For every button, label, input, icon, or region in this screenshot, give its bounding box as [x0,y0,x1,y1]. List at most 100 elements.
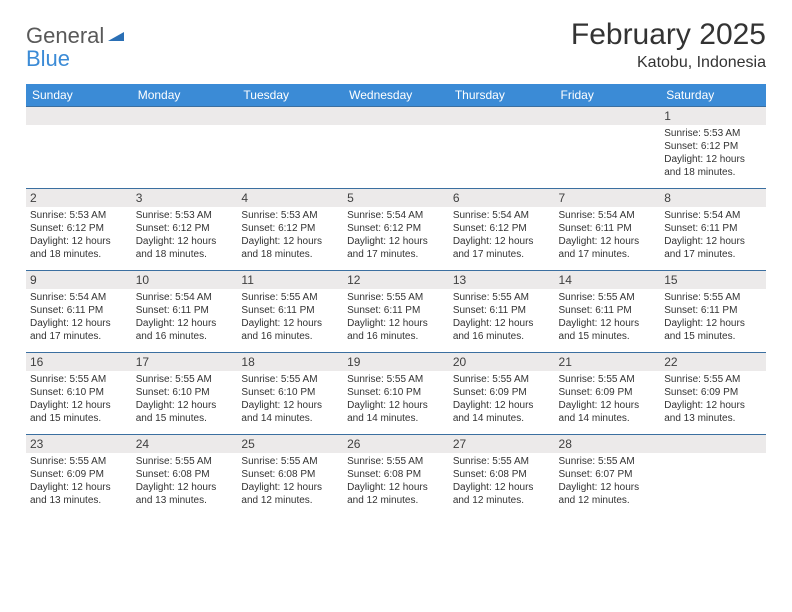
empty-day [132,107,238,125]
day-details: Sunrise: 5:53 AMSunset: 6:12 PMDaylight:… [30,209,128,261]
day-details: Sunrise: 5:55 AMSunset: 6:09 PMDaylight:… [559,373,657,425]
empty-day [343,107,449,125]
day-number: 25 [237,435,343,453]
day-details: Sunrise: 5:53 AMSunset: 6:12 PMDaylight:… [664,127,762,179]
day-details: Sunrise: 5:54 AMSunset: 6:11 PMDaylight:… [136,291,234,343]
day-cell [449,107,555,189]
day-header: Saturday [660,84,766,107]
day-cell: 4 Sunrise: 5:53 AMSunset: 6:12 PMDaylight… [237,189,343,271]
empty-day [449,107,555,125]
calendar-body: 1 Sunrise: 5:53 AMSunset: 6:12 PMDaylight… [26,107,766,517]
header: GeneralBlue February 2025 Katobu, Indone… [26,18,766,72]
day-number: 11 [237,271,343,289]
day-header: Friday [555,84,661,107]
day-details: Sunrise: 5:55 AMSunset: 6:10 PMDaylight:… [241,373,339,425]
empty-day [237,107,343,125]
title-block: February 2025 Katobu, Indonesia [571,18,766,72]
day-cell [237,107,343,189]
day-number: 24 [132,435,238,453]
day-cell: 1 Sunrise: 5:53 AMSunset: 6:12 PMDaylight… [660,107,766,189]
day-details: Sunrise: 5:55 AMSunset: 6:11 PMDaylight:… [453,291,551,343]
day-cell [132,107,238,189]
day-number: 6 [449,189,555,207]
day-header: Wednesday [343,84,449,107]
day-number: 28 [555,435,661,453]
day-cell: 17 Sunrise: 5:55 AMSunset: 6:10 PMDayligh… [132,353,238,435]
day-cell: 19Sunrise: 5:55 AMSunset: 6:10 PMDayligh… [343,353,449,435]
week-row: 1 Sunrise: 5:53 AMSunset: 6:12 PMDaylight… [26,107,766,189]
week-row: 23 Sunrise: 5:55 AMSunset: 6:09 PMDayligh… [26,435,766,517]
day-header: Monday [132,84,238,107]
day-details: Sunrise: 5:55 AMSunset: 6:10 PMDaylight:… [136,373,234,425]
day-details: Sunrise: 5:54 AMSunset: 6:12 PMDaylight:… [453,209,551,261]
day-number: 1 [660,107,766,125]
day-cell: 9 Sunrise: 5:54 AMSunset: 6:11 PMDaylight… [26,271,132,353]
day-number: 7 [555,189,661,207]
day-number: 26 [343,435,449,453]
calendar-page: GeneralBlue February 2025 Katobu, Indone… [0,0,792,535]
logo: GeneralBlue [26,18,126,70]
day-cell [660,435,766,517]
day-number: 20 [449,353,555,371]
day-details: Sunrise: 5:53 AMSunset: 6:12 PMDaylight:… [241,209,339,261]
day-details: Sunrise: 5:55 AMSunset: 6:11 PMDaylight:… [559,291,657,343]
day-number: 8 [660,189,766,207]
day-details: Sunrise: 5:55 AMSunset: 6:08 PMDaylight:… [453,455,551,507]
day-number: 4 [237,189,343,207]
day-details: Sunrise: 5:55 AMSunset: 6:11 PMDaylight:… [664,291,762,343]
day-cell: 13 Sunrise: 5:55 AMSunset: 6:11 PMDayligh… [449,271,555,353]
day-cell [26,107,132,189]
day-number: 3 [132,189,238,207]
day-cell: 6 Sunrise: 5:54 AMSunset: 6:12 PMDaylight… [449,189,555,271]
day-number: 10 [132,271,238,289]
day-cell: 8Sunrise: 5:54 AMSunset: 6:11 PMDaylight… [660,189,766,271]
day-details: Sunrise: 5:53 AMSunset: 6:12 PMDaylight:… [136,209,234,261]
week-row: 16Sunrise: 5:55 AMSunset: 6:10 PMDayligh… [26,353,766,435]
empty-day [26,107,132,125]
day-number: 9 [26,271,132,289]
day-cell: 12 Sunrise: 5:55 AMSunset: 6:11 PMDayligh… [343,271,449,353]
day-details: Sunrise: 5:55 AMSunset: 6:11 PMDaylight:… [241,291,339,343]
day-details: Sunrise: 5:55 AMSunset: 6:08 PMDaylight:… [241,455,339,507]
day-details: Sunrise: 5:55 AMSunset: 6:09 PMDaylight:… [664,373,762,425]
day-details: Sunrise: 5:55 AMSunset: 6:08 PMDaylight:… [347,455,445,507]
day-details: Sunrise: 5:55 AMSunset: 6:11 PMDaylight:… [347,291,445,343]
day-details: Sunrise: 5:55 AMSunset: 6:10 PMDaylight:… [30,373,128,425]
day-details: Sunrise: 5:54 AMSunset: 6:11 PMDaylight:… [30,291,128,343]
calendar-table: SundayMondayTuesdayWednesdayThursdayFrid… [26,84,766,517]
day-details: Sunrise: 5:55 AMSunset: 6:09 PMDaylight:… [453,373,551,425]
day-details: Sunrise: 5:55 AMSunset: 6:09 PMDaylight:… [30,455,128,507]
day-number: 12 [343,271,449,289]
day-details: Sunrise: 5:54 AMSunset: 6:12 PMDaylight:… [347,209,445,261]
location-text: Katobu, Indonesia [571,54,766,72]
day-header: Tuesday [237,84,343,107]
empty-day [660,435,766,453]
day-number: 17 [132,353,238,371]
day-cell: 3 Sunrise: 5:53 AMSunset: 6:12 PMDaylight… [132,189,238,271]
day-number: 5 [343,189,449,207]
month-title: February 2025 [571,18,766,52]
day-cell: 16 Sunrise: 5:55 AMSunset: 6:10 PMDayligh… [26,353,132,435]
day-number: 23 [26,435,132,453]
day-cell: 5 Sunrise: 5:54 AMSunset: 6:12 PMDaylight… [343,189,449,271]
day-cell: 25 Sunrise: 5:55 AMSunset: 6:08 PMDayligh… [237,435,343,517]
day-header: Thursday [449,84,555,107]
day-cell: 7Sunrise: 5:54 AMSunset: 6:11 PMDaylight… [555,189,661,271]
logo-triangle-icon [106,24,126,47]
day-number: 14 [555,271,661,289]
day-number: 27 [449,435,555,453]
day-cell: 27 Sunrise: 5:55 AMSunset: 6:08 PMDayligh… [449,435,555,517]
week-row: 9Sunrise: 5:54 AMSunset: 6:11 PMDaylight… [26,271,766,353]
day-cell [555,107,661,189]
day-number: 15 [660,271,766,289]
day-cell: 2Sunrise: 5:53 AMSunset: 6:12 PMDaylight… [26,189,132,271]
day-cell: 28Sunrise: 5:55 AMSunset: 6:07 PMDayligh… [555,435,661,517]
day-cell: 11 Sunrise: 5:55 AMSunset: 6:11 PMDayligh… [237,271,343,353]
day-details: Sunrise: 5:55 AMSunset: 6:08 PMDaylight:… [136,455,234,507]
day-number: 22 [660,353,766,371]
day-cell: 26 Sunrise: 5:55 AMSunset: 6:08 PMDayligh… [343,435,449,517]
day-cell: 15 Sunrise: 5:55 AMSunset: 6:11 PMDayligh… [660,271,766,353]
day-number: 16 [26,353,132,371]
day-number: 13 [449,271,555,289]
day-cell: 20 Sunrise: 5:55 AMSunset: 6:09 PMDayligh… [449,353,555,435]
